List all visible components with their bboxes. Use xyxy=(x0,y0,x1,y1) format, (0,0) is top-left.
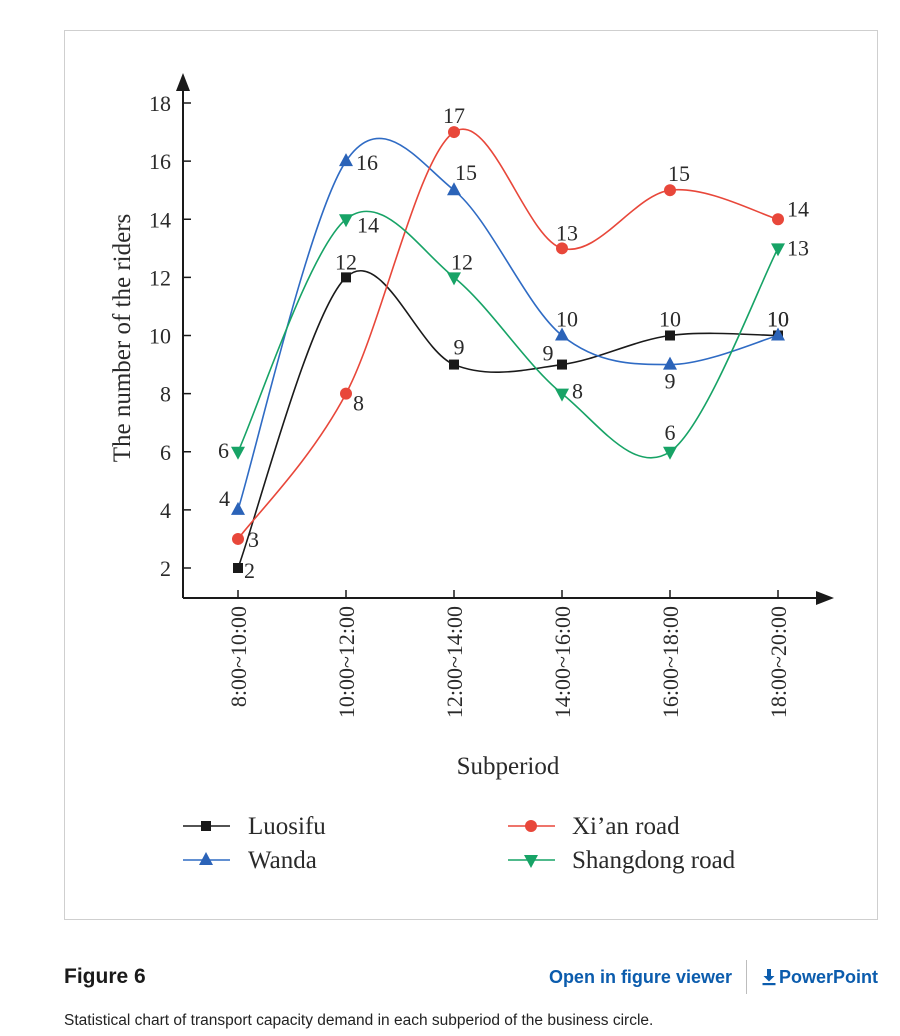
open-in-figure-viewer-link[interactable]: Open in figure viewer xyxy=(548,966,732,987)
legend-item-shangdong-road[interactable]: Shangdong road xyxy=(508,847,736,874)
marker-wanda xyxy=(231,501,245,515)
data-label-wanda: 4 xyxy=(219,486,230,511)
data-label-wanda: 16 xyxy=(356,150,378,175)
legend-triangle-down-marker-icon xyxy=(524,855,538,868)
legend-item-luosifu[interactable]: Luosifu xyxy=(183,813,326,840)
y-axis-arrow-icon xyxy=(176,73,190,91)
legend: Luosifu Wanda Xi’an road Shangdong road xyxy=(183,813,736,874)
data-label-wanda: 15 xyxy=(455,160,477,185)
legend-label-shangdong-road: Shangdong road xyxy=(572,847,736,874)
x-tick-label: 8:00~10:00 xyxy=(226,606,251,707)
y-tick-label: 4 xyxy=(160,498,171,523)
marker-luosifu xyxy=(233,563,243,573)
x-tick-label: 14:00~16:00 xyxy=(550,606,575,718)
marker-shangdong-road xyxy=(447,272,461,286)
y-tick-label: 14 xyxy=(149,207,171,232)
y-tick-label: 10 xyxy=(149,324,171,349)
figure-actions: Open in figure viewer PowerPoint xyxy=(549,960,878,994)
y-tick-label: 18 xyxy=(149,91,171,116)
marker-xi-an-road xyxy=(340,387,352,400)
data-label-luosifu: 10 xyxy=(767,307,789,332)
x-ticks: 8:00~10:00 10:00~12:00 12:00~14:00 14:00~16… xyxy=(226,590,791,718)
data-label-shangdong-road: 6 xyxy=(218,438,229,463)
series-xi-an-road: 3 8 17 13 15 14 xyxy=(232,103,809,552)
data-label-luosifu: 12 xyxy=(335,249,357,274)
legend-label-xian-road: Xi’an road xyxy=(572,813,680,840)
data-label-shangdong-road: 6 xyxy=(665,420,676,445)
marker-xi-an-road xyxy=(232,532,244,545)
data-label-xi-an-road: 13 xyxy=(556,220,578,245)
y-tick-label: 8 xyxy=(160,382,171,407)
data-label-shangdong-road: 8 xyxy=(572,379,583,404)
marker-wanda xyxy=(555,327,569,341)
x-axis-title: Subperiod xyxy=(457,753,560,780)
legend-item-xian-road[interactable]: Xi’an road xyxy=(508,813,680,840)
x-tick-label: 12:00~14:00 xyxy=(442,606,467,718)
marker-luosifu xyxy=(557,359,567,370)
marker-shangdong-road xyxy=(231,446,245,460)
divider xyxy=(745,960,747,994)
data-label-shangdong-road: 13 xyxy=(787,235,809,260)
y-tick-label: 6 xyxy=(160,440,171,465)
marker-wanda xyxy=(771,327,785,341)
data-label-wanda: 10 xyxy=(556,307,578,332)
legend-item-wanda[interactable]: Wanda xyxy=(183,847,317,874)
axes xyxy=(176,73,834,605)
legend-label-luosifu: Luosifu xyxy=(248,813,326,840)
marker-xi-an-road xyxy=(664,184,676,197)
legend-square-marker-icon xyxy=(201,821,211,831)
y-tick-label: 2 xyxy=(160,556,171,581)
marker-luosifu xyxy=(341,272,351,283)
marker-luosifu xyxy=(665,330,675,341)
data-label-xi-an-road: 17 xyxy=(443,103,465,128)
series-line-shangdong-road xyxy=(237,210,779,459)
y-tick-label: 16 xyxy=(149,149,171,174)
marker-xi-an-road xyxy=(556,242,568,255)
data-label-xi-an-road: 15 xyxy=(668,161,690,186)
data-label-luosifu: 9 xyxy=(543,341,554,366)
data-label-xi-an-road: 14 xyxy=(787,196,809,221)
marker-wanda xyxy=(339,153,353,167)
marker-shangdong-road xyxy=(339,214,353,228)
marker-luosifu xyxy=(449,359,459,370)
data-label-luosifu: 2 xyxy=(244,558,255,583)
y-tick-label: 12 xyxy=(149,265,171,290)
legend-label-wanda: Wanda xyxy=(248,847,317,874)
marker-shangdong-road xyxy=(771,243,785,257)
data-label-xi-an-road: 3 xyxy=(248,527,259,552)
marker-xi-an-road xyxy=(772,213,784,226)
data-label-xi-an-road: 8 xyxy=(353,391,364,416)
data-label-wanda: 9 xyxy=(665,369,676,394)
data-label-luosifu: 10 xyxy=(659,307,681,332)
legend-circle-marker-icon xyxy=(525,820,537,832)
x-tick-label: 10:00~12:00 xyxy=(334,606,359,718)
data-label-shangdong-road: 12 xyxy=(451,249,473,274)
figure-caption: Statistical chart of transport capacity … xyxy=(64,1012,654,1029)
marker-shangdong-road xyxy=(663,446,677,460)
marker-wanda xyxy=(447,182,461,196)
x-tick-label: 16:00~18:00 xyxy=(658,606,683,718)
x-axis-arrow-icon xyxy=(816,591,834,605)
data-label-wanda: 10 xyxy=(767,307,789,332)
marker-xi-an-road xyxy=(448,126,460,139)
data-label-luosifu: 9 xyxy=(454,335,465,360)
powerpoint-link-label: PowerPoint xyxy=(778,966,878,987)
powerpoint-download-link[interactable]: PowerPoint xyxy=(761,967,878,988)
legend-triangle-up-marker-icon xyxy=(199,852,213,865)
figure-label: Figure 6 xyxy=(64,965,146,988)
y-axis-title: The number of the riders xyxy=(109,214,136,463)
marker-shangdong-road xyxy=(555,388,569,402)
chart-frame xyxy=(64,30,878,920)
data-label-shangdong-road: 14 xyxy=(357,212,379,237)
download-icon xyxy=(762,969,776,986)
marker-wanda xyxy=(663,356,677,370)
x-tick-label: 18:00~20:00 xyxy=(766,606,791,718)
y-ticks: 2 4 6 8 10 12 14 16 18 xyxy=(149,91,191,581)
